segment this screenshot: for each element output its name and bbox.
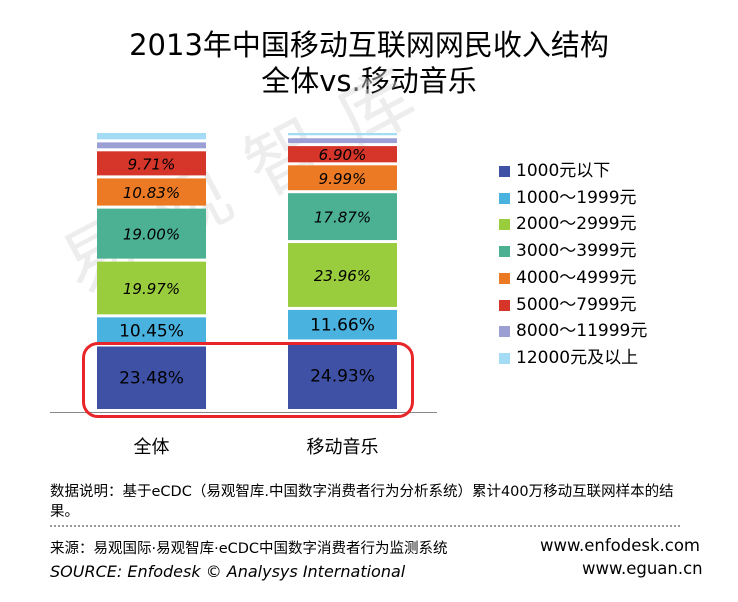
legend-label: 1000元以下	[516, 161, 611, 181]
url-enfodesk[interactable]: www.enfodesk.com	[540, 536, 700, 555]
source-english: SOURCE: Enfodesk © Analysys Internationa…	[50, 562, 406, 581]
bar-segment	[97, 208, 206, 259]
data-label: 9.99%	[319, 170, 367, 188]
dotted-divider	[50, 525, 680, 527]
bar-segment	[288, 165, 397, 191]
legend-label: 4000～4999元	[516, 267, 637, 288]
legend-swatch	[499, 192, 510, 204]
bar-segment	[97, 178, 206, 206]
legend-label: 1000～1999元	[516, 187, 637, 208]
stacked-bar-chart: 23.48% 10.45% 19.97% 19.00% 10.83% 9.71% 全体 24.…	[50, 133, 437, 458]
bar-segment	[97, 317, 206, 344]
data-label: 11.66%	[310, 316, 375, 336]
source-text: 来源：易观国际·易观智库·eCDC中国数字消费者行为监测系统	[50, 541, 448, 557]
chart-title-line2: 全体vs.移动音乐	[261, 64, 477, 98]
bar-segment	[288, 309, 397, 340]
bar-segment	[97, 346, 206, 409]
chart-title-line1: 2013年中国移动互联网网民收入结构	[129, 28, 609, 62]
legend-swatch	[499, 299, 510, 311]
legend-swatch	[499, 326, 510, 338]
legend-label: 12000元及以上	[516, 347, 639, 368]
data-note: 数据说明：基于eCDC（易观智库.中国数字消费者行为分析系统）累计400万移动互…	[50, 484, 674, 520]
legend-swatch	[499, 166, 510, 177]
data-label: 24.93%	[310, 367, 375, 387]
legend-swatch	[499, 272, 510, 284]
data-label: 23.96%	[314, 267, 371, 285]
bar-segment	[97, 133, 206, 140]
category-label: 全体	[134, 437, 170, 458]
highlight-box	[82, 342, 414, 418]
category-label: 移动音乐	[307, 437, 379, 458]
bar-segment	[288, 243, 397, 307]
bar-segment	[288, 193, 397, 241]
legend-label: 8000～11999元	[516, 321, 648, 342]
legend-label: 2000～2999元	[516, 214, 637, 235]
bar-segment	[97, 151, 206, 176]
data-label: 10.83%	[123, 184, 180, 202]
bar-segment	[97, 261, 206, 315]
data-label: 10.45%	[119, 321, 184, 341]
bar-segment	[288, 146, 397, 163]
bar-segment	[288, 138, 397, 144]
data-label: 9.71%	[128, 155, 176, 173]
legend-label: 3000～3999元	[516, 241, 637, 262]
data-label: 23.48%	[119, 369, 184, 389]
bar-segment	[288, 133, 397, 136]
legend-swatch	[499, 219, 510, 231]
legend-swatch	[499, 246, 510, 258]
legend-label: 5000～7999元	[516, 294, 637, 315]
legend-swatch	[499, 352, 510, 364]
data-label: 6.90%	[319, 146, 367, 164]
bar-segment	[288, 342, 397, 409]
data-label: 17.87%	[314, 209, 371, 227]
data-label: 19.97%	[123, 280, 180, 298]
data-label: 19.00%	[123, 226, 180, 244]
bar-segment	[97, 142, 206, 149]
url-eguan[interactable]: www.eguan.cn	[582, 559, 703, 578]
